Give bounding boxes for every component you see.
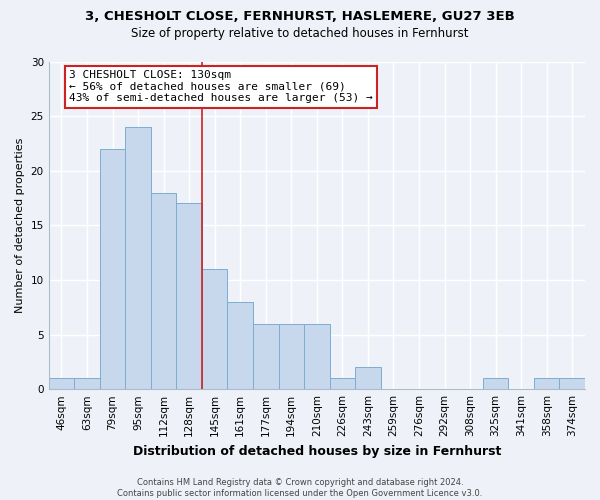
Bar <box>559 378 585 389</box>
Bar <box>176 204 202 389</box>
Bar <box>74 378 100 389</box>
Bar <box>151 192 176 389</box>
Text: 3 CHESHOLT CLOSE: 130sqm
← 56% of detached houses are smaller (69)
43% of semi-d: 3 CHESHOLT CLOSE: 130sqm ← 56% of detach… <box>69 70 373 103</box>
Bar <box>125 127 151 389</box>
Bar <box>483 378 508 389</box>
X-axis label: Distribution of detached houses by size in Fernhurst: Distribution of detached houses by size … <box>133 444 501 458</box>
Bar <box>49 378 74 389</box>
Bar <box>355 368 380 389</box>
Bar <box>304 324 329 389</box>
Text: 3, CHESHOLT CLOSE, FERNHURST, HASLEMERE, GU27 3EB: 3, CHESHOLT CLOSE, FERNHURST, HASLEMERE,… <box>85 10 515 23</box>
Bar <box>278 324 304 389</box>
Bar <box>329 378 355 389</box>
Bar <box>227 302 253 389</box>
Bar <box>253 324 278 389</box>
Bar <box>202 269 227 389</box>
Text: Size of property relative to detached houses in Fernhurst: Size of property relative to detached ho… <box>131 28 469 40</box>
Y-axis label: Number of detached properties: Number of detached properties <box>15 138 25 313</box>
Bar <box>100 149 125 389</box>
Text: Contains HM Land Registry data © Crown copyright and database right 2024.
Contai: Contains HM Land Registry data © Crown c… <box>118 478 482 498</box>
Bar <box>534 378 559 389</box>
